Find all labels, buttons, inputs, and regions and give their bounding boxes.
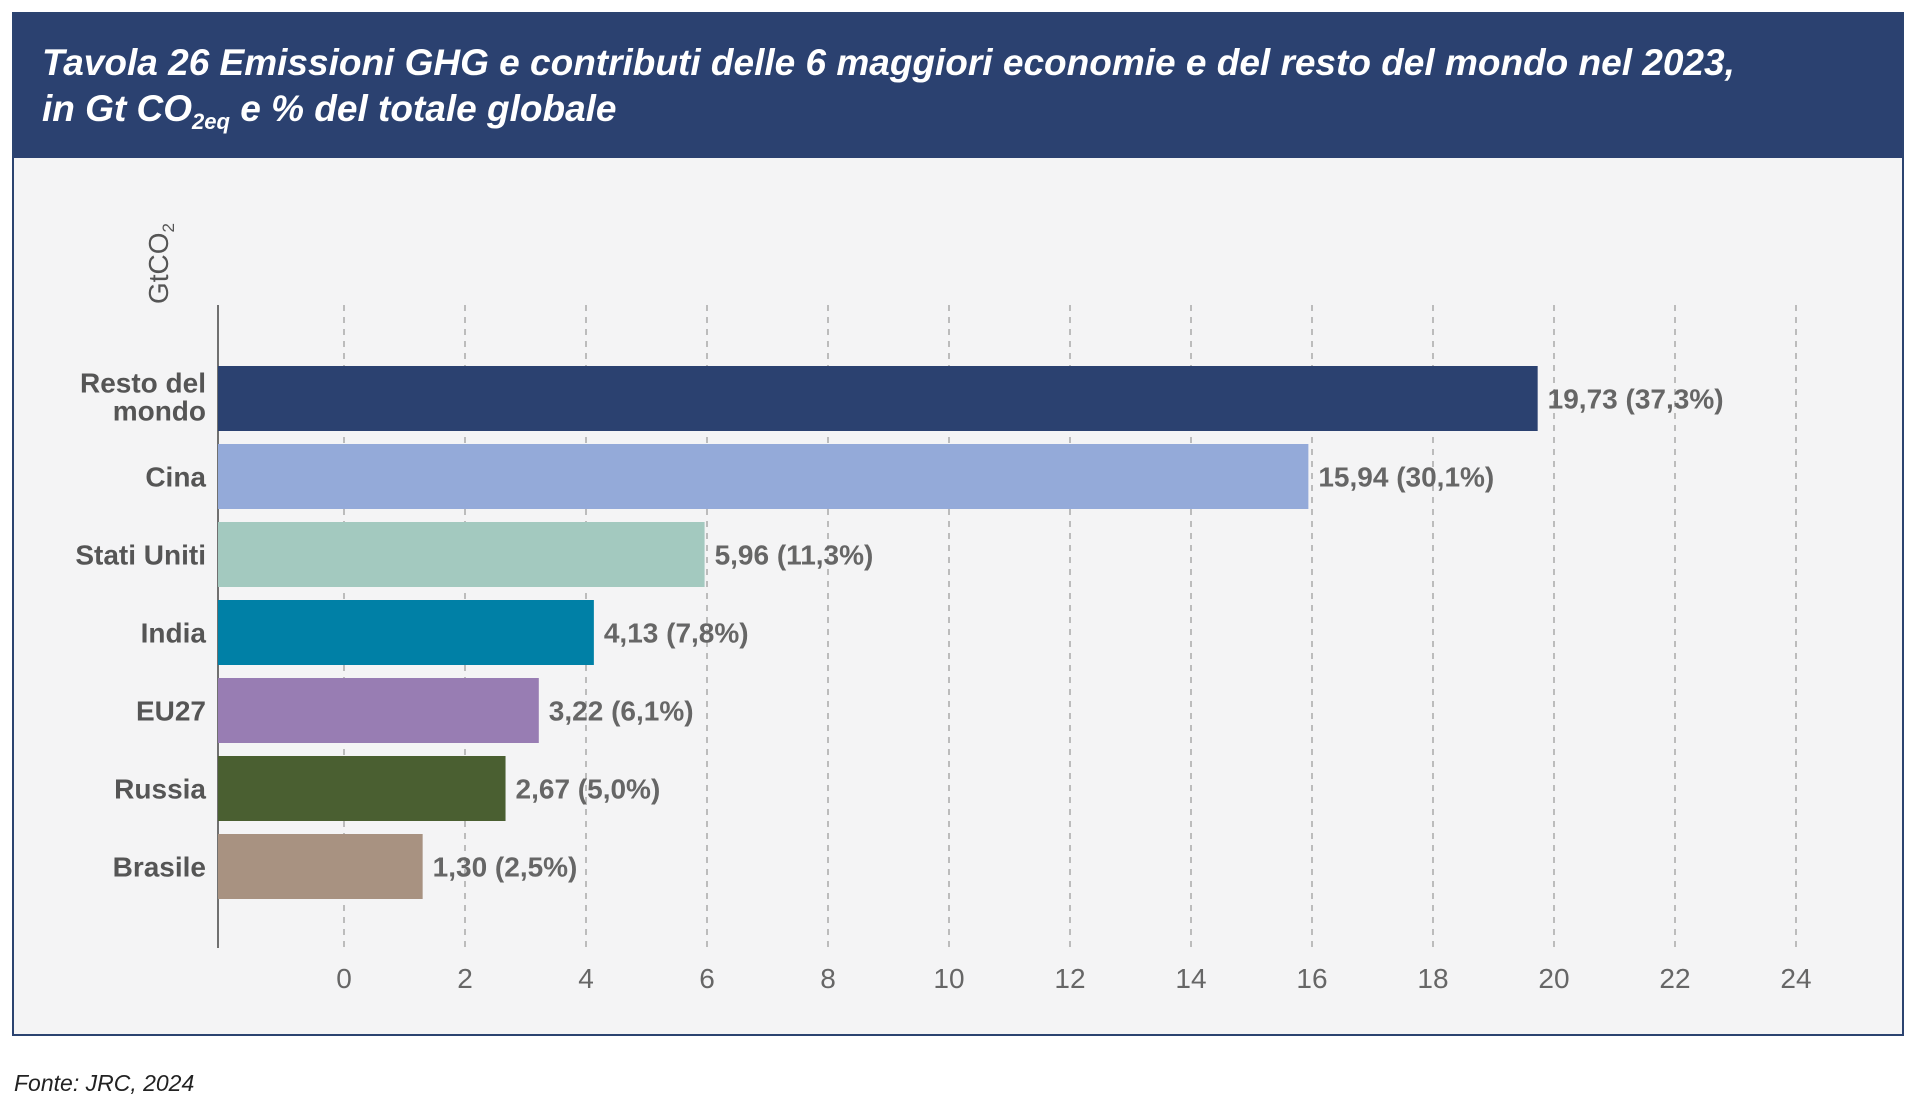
bar [218, 756, 506, 821]
title-unit-subscript: 2eq [192, 109, 230, 134]
category-label: India [141, 618, 207, 649]
x-tick-label: 16 [1296, 963, 1327, 994]
data-label: 4,13 (7,8%) [604, 618, 749, 649]
category-label: Stati Uniti [75, 540, 206, 571]
bar [218, 678, 539, 743]
bar [218, 444, 1309, 509]
x-tick-label: 0 [336, 963, 352, 994]
title-line-1: Tavola 26 Emissioni GHG e contributi del… [42, 42, 1735, 83]
x-tick-label: 22 [1659, 963, 1690, 994]
chart-title: Tavola 26 Emissioni GHG e contributi del… [42, 40, 1735, 134]
data-label: 15,94 (30,1%) [1318, 462, 1494, 493]
x-tick-label: 2 [457, 963, 473, 994]
category-label: Cina [145, 462, 206, 493]
title-unit-suffix: e % del totale globale [240, 88, 617, 129]
y-axis-title: GtCO2 [143, 223, 178, 304]
x-tick-label: 20 [1538, 963, 1569, 994]
bar [218, 600, 594, 665]
data-label: 2,67 (5,0%) [516, 774, 661, 805]
chart-frame: Tavola 26 Emissioni GHG e contributi del… [12, 12, 1904, 1036]
bar [218, 522, 705, 587]
title-unit-prefix: in Gt CO [42, 88, 193, 129]
source-note: Fonte: JRC, 2024 [14, 1070, 195, 1096]
x-tick-label: 12 [1054, 963, 1085, 994]
title-line-2: in Gt CO2eq e % del totale globale [42, 86, 1735, 134]
category-label: mondo [113, 396, 206, 427]
bar [218, 834, 423, 899]
data-label: 19,73 (37,3%) [1548, 384, 1724, 415]
x-tick-label: 24 [1780, 963, 1811, 994]
x-tick-label: 8 [820, 963, 836, 994]
bar [218, 366, 1538, 431]
category-label: Brasile [113, 852, 206, 883]
x-tick-label: 4 [578, 963, 594, 994]
x-tick-label: 6 [699, 963, 715, 994]
category-label: EU27 [136, 696, 206, 727]
x-tick-label: 14 [1175, 963, 1206, 994]
data-label: 5,96 (11,3%) [715, 540, 874, 571]
data-label: 1,30 (2,5%) [433, 852, 578, 883]
category-label: Russia [114, 774, 206, 805]
data-label: 3,22 (6,1%) [549, 696, 694, 727]
header-banner: Tavola 26 Emissioni GHG e contributi del… [14, 14, 1902, 158]
category-label: Resto del [80, 368, 206, 399]
x-tick-label: 10 [933, 963, 964, 994]
x-tick-label: 18 [1417, 963, 1448, 994]
